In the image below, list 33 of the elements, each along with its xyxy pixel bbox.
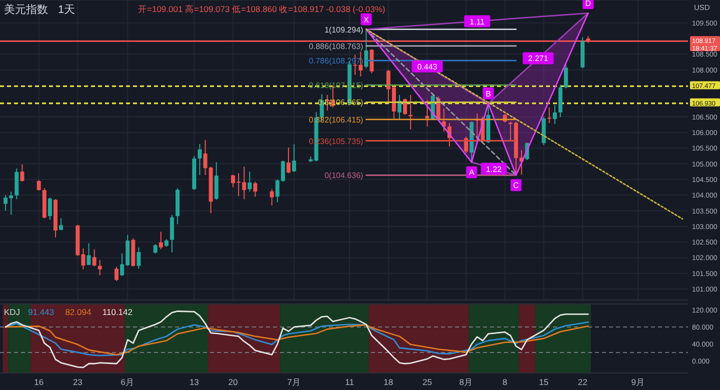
legend-title: KDJ bbox=[4, 307, 20, 317]
annotation: D bbox=[585, 0, 592, 8]
x-tick-label: 8月 bbox=[459, 377, 473, 387]
annotation: 1.22 bbox=[486, 164, 502, 174]
x-tick-label: 13 bbox=[189, 377, 200, 387]
x-tick-label: 23 bbox=[72, 377, 83, 387]
series-label: 91.443 bbox=[28, 307, 54, 317]
x-tick-label: 16 bbox=[34, 377, 44, 387]
text: 82.094 bbox=[65, 307, 92, 317]
x-tick-label: 25 bbox=[422, 377, 432, 387]
series-label: 1(109.294) bbox=[324, 25, 364, 34]
chart-subtitle: 1天 bbox=[58, 4, 76, 16]
annotation: X bbox=[364, 15, 370, 24]
annotation: 1.11 bbox=[470, 17, 486, 26]
x-tick-label: 18 bbox=[384, 377, 394, 387]
annotation: A bbox=[468, 168, 475, 178]
x-tick-label: 8 bbox=[502, 377, 508, 387]
series-label: 0.886(108.763) bbox=[308, 42, 364, 51]
x-tick-label: 15 bbox=[539, 377, 549, 387]
annotation: C bbox=[513, 181, 520, 190]
x-tick-label: 9月 bbox=[631, 377, 645, 387]
x-tick-label: 6月 bbox=[120, 377, 134, 387]
x-tick-label: 22 bbox=[578, 377, 588, 387]
annotation: 2.271 bbox=[528, 54, 549, 64]
chart-title: 美元指数 bbox=[4, 3, 48, 16]
annotation: 开=109.001 高=109.073 低=108.860 收=108.917 -0.038 (-0.03%) bbox=[138, 4, 386, 14]
series-label: 110.142 bbox=[102, 307, 133, 317]
x-tick-label: 11 bbox=[345, 377, 354, 387]
x-tick-label: 20 bbox=[228, 377, 238, 387]
x-tick-label: 7月 bbox=[287, 377, 301, 387]
annotation: B bbox=[486, 89, 491, 98]
series-label: 0(104.636) bbox=[324, 171, 364, 180]
annotation: 0.443 bbox=[417, 62, 438, 72]
